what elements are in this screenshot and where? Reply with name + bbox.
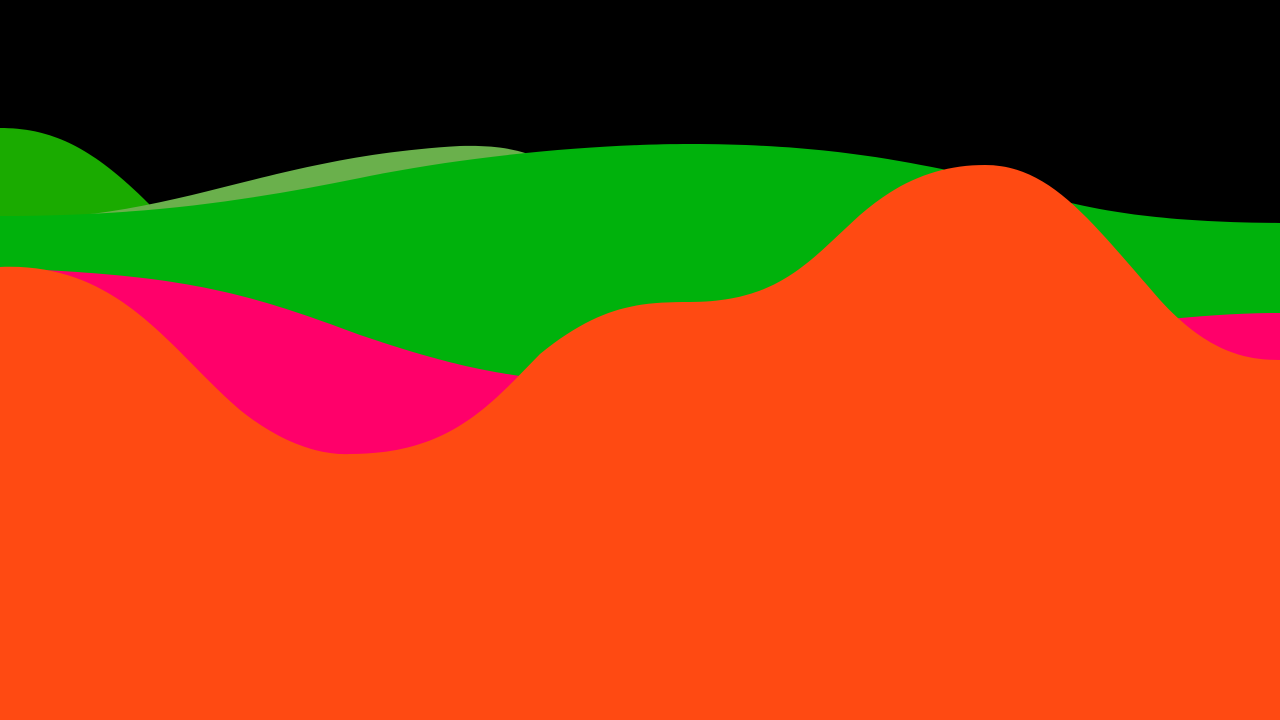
orange-red-wave [0,165,1280,720]
back-left-green-wave [0,128,160,216]
